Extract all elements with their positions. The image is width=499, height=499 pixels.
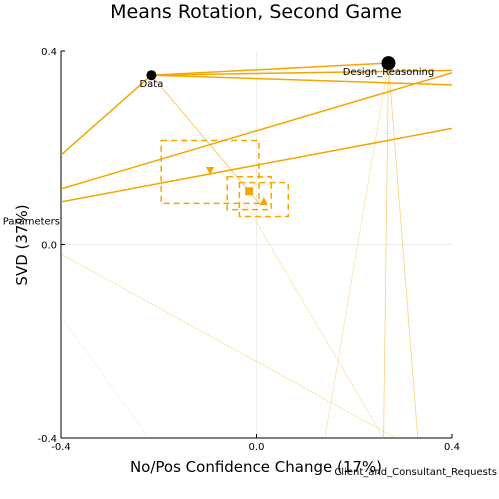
link-line xyxy=(151,62,389,76)
x-tick-label: -0.4 xyxy=(51,442,71,453)
mean-markers xyxy=(206,166,268,205)
link-lines xyxy=(61,62,452,438)
node-label: Client_and_Consultant_Requests xyxy=(334,467,497,478)
mean-box xyxy=(226,176,272,211)
node-point xyxy=(146,70,157,81)
mean-marker-square xyxy=(245,187,254,196)
link-line xyxy=(61,127,452,203)
y-tick-label: 0.4 xyxy=(41,47,57,58)
chart-title: Means Rotation, Second Game xyxy=(110,1,402,23)
link-line xyxy=(61,316,150,438)
node-label: Design_Reasoning xyxy=(343,67,434,78)
grid xyxy=(61,51,452,438)
tick-labels: -0.4 0.0 0.4 -0.4 0.0 0.4 xyxy=(37,47,459,453)
axes xyxy=(60,50,453,439)
node-label: Data xyxy=(139,79,163,90)
link-line xyxy=(246,205,384,438)
node-point xyxy=(381,56,396,71)
link-line xyxy=(61,253,396,438)
link-line xyxy=(383,63,389,438)
x-axis-title: No/Pos Confidence Change (17%) xyxy=(130,458,382,476)
link-line xyxy=(61,74,152,156)
link-line xyxy=(388,63,419,438)
link-line xyxy=(61,72,452,190)
y-tick-label: -0.4 xyxy=(37,434,57,445)
mean-marker-triangle-down xyxy=(206,166,215,175)
nodes: Data Design_Reasoning Parameters Client_and… xyxy=(3,56,497,478)
node-label: Parameters xyxy=(3,216,60,227)
link-line xyxy=(324,63,389,438)
mean-boxes xyxy=(160,139,290,218)
link-line xyxy=(151,69,452,76)
y-tick-label: 0.0 xyxy=(41,241,57,252)
x-tick-label: 0.0 xyxy=(249,442,265,453)
mean-marker-triangle-up xyxy=(259,196,268,205)
link-line xyxy=(151,74,452,86)
y-axis-title: SVD (37%) xyxy=(13,204,31,285)
mean-box xyxy=(238,181,290,218)
x-tick-label: 0.4 xyxy=(444,442,460,453)
